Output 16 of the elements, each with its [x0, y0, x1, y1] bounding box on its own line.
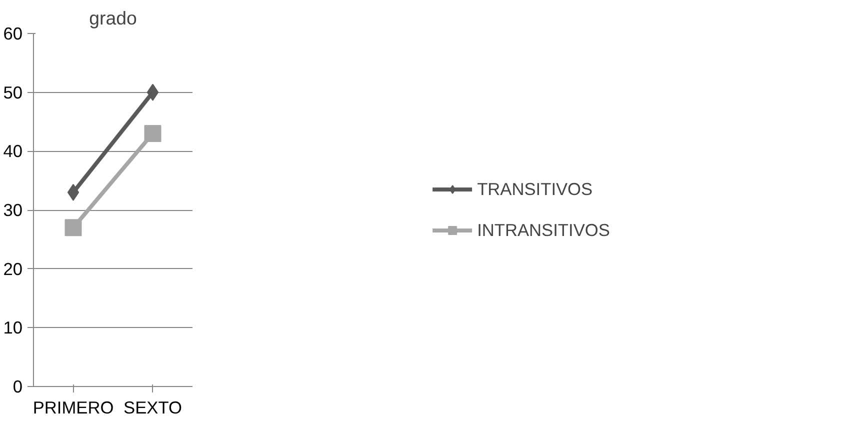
x-tick-label: PRIMERO: [32, 398, 114, 418]
point: [144, 125, 162, 142]
point: [67, 184, 80, 201]
y-tick-label: 40: [3, 141, 23, 162]
y-tick-label: 0: [12, 376, 23, 396]
y-tick-label: 10: [3, 318, 23, 338]
point: [64, 219, 82, 236]
legend-label: INTRANSITIVOS: [477, 220, 610, 240]
legend-label: TRANSITIVOS: [477, 178, 593, 200]
y-tick-label: 50: [3, 82, 23, 102]
point: [146, 84, 159, 101]
y-tick-label: 20: [3, 258, 23, 279]
chart-title: grado: [89, 8, 137, 28]
y-tick-label: 60: [3, 24, 23, 44]
y-tick-label: 30: [3, 200, 23, 220]
x-tick-label: SEXTO: [124, 398, 182, 418]
